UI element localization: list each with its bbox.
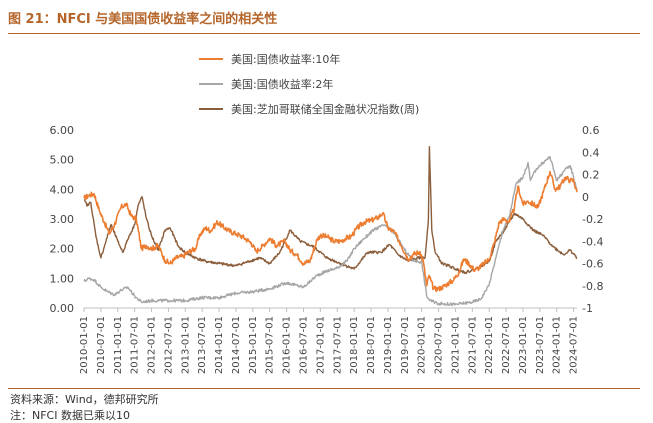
series-layer	[83, 145, 578, 307]
x-tick-label: 2021-01-01	[450, 316, 461, 374]
x-tick-label: 2019-07-01	[400, 316, 411, 374]
x-tick-label: 2014-07-01	[231, 316, 242, 374]
x-tick-label: 2023-07-01	[535, 316, 546, 374]
right-tick-label: -0.6	[582, 258, 603, 271]
chart-title: 图 21：NFCI 与美国国债收益率之间的相关性	[8, 12, 278, 27]
legend-item-10y: 美国:国债收益率:10年	[199, 46, 419, 71]
note-text: 注：NFCI 数据已乘以10	[10, 409, 130, 422]
x-tick-label: 2013-01-01	[180, 316, 191, 374]
source-text: 资料来源：Wind，德邦研究所	[10, 393, 159, 406]
right-tick-label: 0.2	[582, 169, 600, 182]
left-axis: 0.00 1.00 2.00 3.00 4.00 5.00 6.00	[50, 124, 75, 315]
x-tick-label: 2021-07-01	[467, 316, 478, 374]
x-tick-label: 2022-07-01	[501, 316, 512, 374]
x-tick-label: 2014-01-01	[214, 316, 225, 374]
legend-swatch-10y	[199, 57, 223, 60]
left-tick-label: 4.00	[50, 183, 75, 196]
x-tick-label: 2015-07-01	[265, 316, 276, 374]
x-tick-label: 2010-07-01	[96, 316, 107, 374]
right-tick-label: 0.6	[582, 124, 600, 137]
legend-swatch-nfci	[199, 107, 223, 110]
x-axis: 2010-01-01 2010-07-01 2011-01-01 2011-07-01…	[79, 307, 580, 374]
right-axis: 0.6 0.4 0.2 0 -0.2 -0.4 -0.6 -0.8 -1	[582, 124, 603, 315]
x-tick-label: 2016-01-01	[282, 316, 293, 374]
left-tick-label: 6.00	[50, 124, 75, 137]
x-tick-label: 2019-01-01	[383, 316, 394, 374]
x-tick-label: 2011-01-01	[113, 316, 124, 374]
legend-item-nfci: 美国:芝加哥联储全国金融状况指数(周)	[199, 96, 419, 121]
series-line-10y	[83, 170, 578, 293]
x-tick-label: 2020-07-01	[434, 316, 445, 374]
title-divider	[8, 33, 640, 34]
x-tick-label: 2024-01-01	[552, 316, 563, 374]
legend-label-nfci: 美国:芝加哥联储全国金融状况指数(周)	[231, 102, 420, 116]
x-tick-label: 2023-01-01	[518, 316, 529, 374]
x-tick-label: 2010-01-01	[79, 316, 90, 374]
legend-label-2y: 美国:国债收益率:2年	[231, 77, 334, 91]
x-tick-label: 2017-07-01	[332, 316, 343, 374]
legend-item-2y: 美国:国债收益率:2年	[199, 71, 419, 96]
legend-swatch-2y	[199, 82, 223, 85]
left-tick-label: 5.00	[50, 154, 75, 167]
x-tick-label: 2017-01-01	[315, 316, 326, 374]
series-line-nfci	[83, 145, 578, 275]
legend-label-10y: 美国:国债收益率:10年	[231, 52, 341, 66]
right-tick-label: -0.2	[582, 213, 603, 226]
left-tick-label: 3.00	[50, 213, 75, 226]
x-tick-label: 2012-07-01	[163, 316, 174, 374]
right-tick-label: -0.8	[582, 280, 603, 293]
chart-svg: 0.00 1.00 2.00 3.00 4.00 5.00 6.00 0.6 0.4 0.2 0 -…	[50, 124, 604, 374]
x-tick-label: 2013-07-01	[197, 316, 208, 374]
x-tick-label: 2011-07-01	[130, 316, 141, 374]
footer-divider	[8, 388, 640, 389]
x-tick-label: 2024-07-01	[569, 316, 580, 374]
series-line-2y	[83, 155, 578, 307]
left-tick-label: 1.00	[50, 272, 75, 285]
x-tick-label: 2018-07-01	[366, 316, 377, 374]
legend: 美国:国债收益率:10年 美国:国债收益率:2年 美国:芝加哥联储全国金融状况指…	[199, 46, 419, 121]
x-tick-label: 2018-01-01	[349, 316, 360, 374]
left-tick-label: 0.00	[50, 302, 75, 315]
x-tick-label: 2022-01-01	[484, 316, 495, 374]
right-tick-label: -1	[582, 302, 593, 315]
x-tick-label: 2020-01-01	[417, 316, 428, 374]
right-tick-label: 0	[582, 191, 589, 204]
right-tick-label: -0.4	[582, 235, 603, 248]
right-tick-label: 0.4	[582, 146, 600, 159]
x-tick-label: 2016-07-01	[298, 316, 309, 374]
left-tick-label: 2.00	[50, 243, 75, 256]
x-tick-label: 2015-01-01	[248, 316, 259, 374]
x-tick-label: 2012-01-01	[147, 316, 158, 374]
